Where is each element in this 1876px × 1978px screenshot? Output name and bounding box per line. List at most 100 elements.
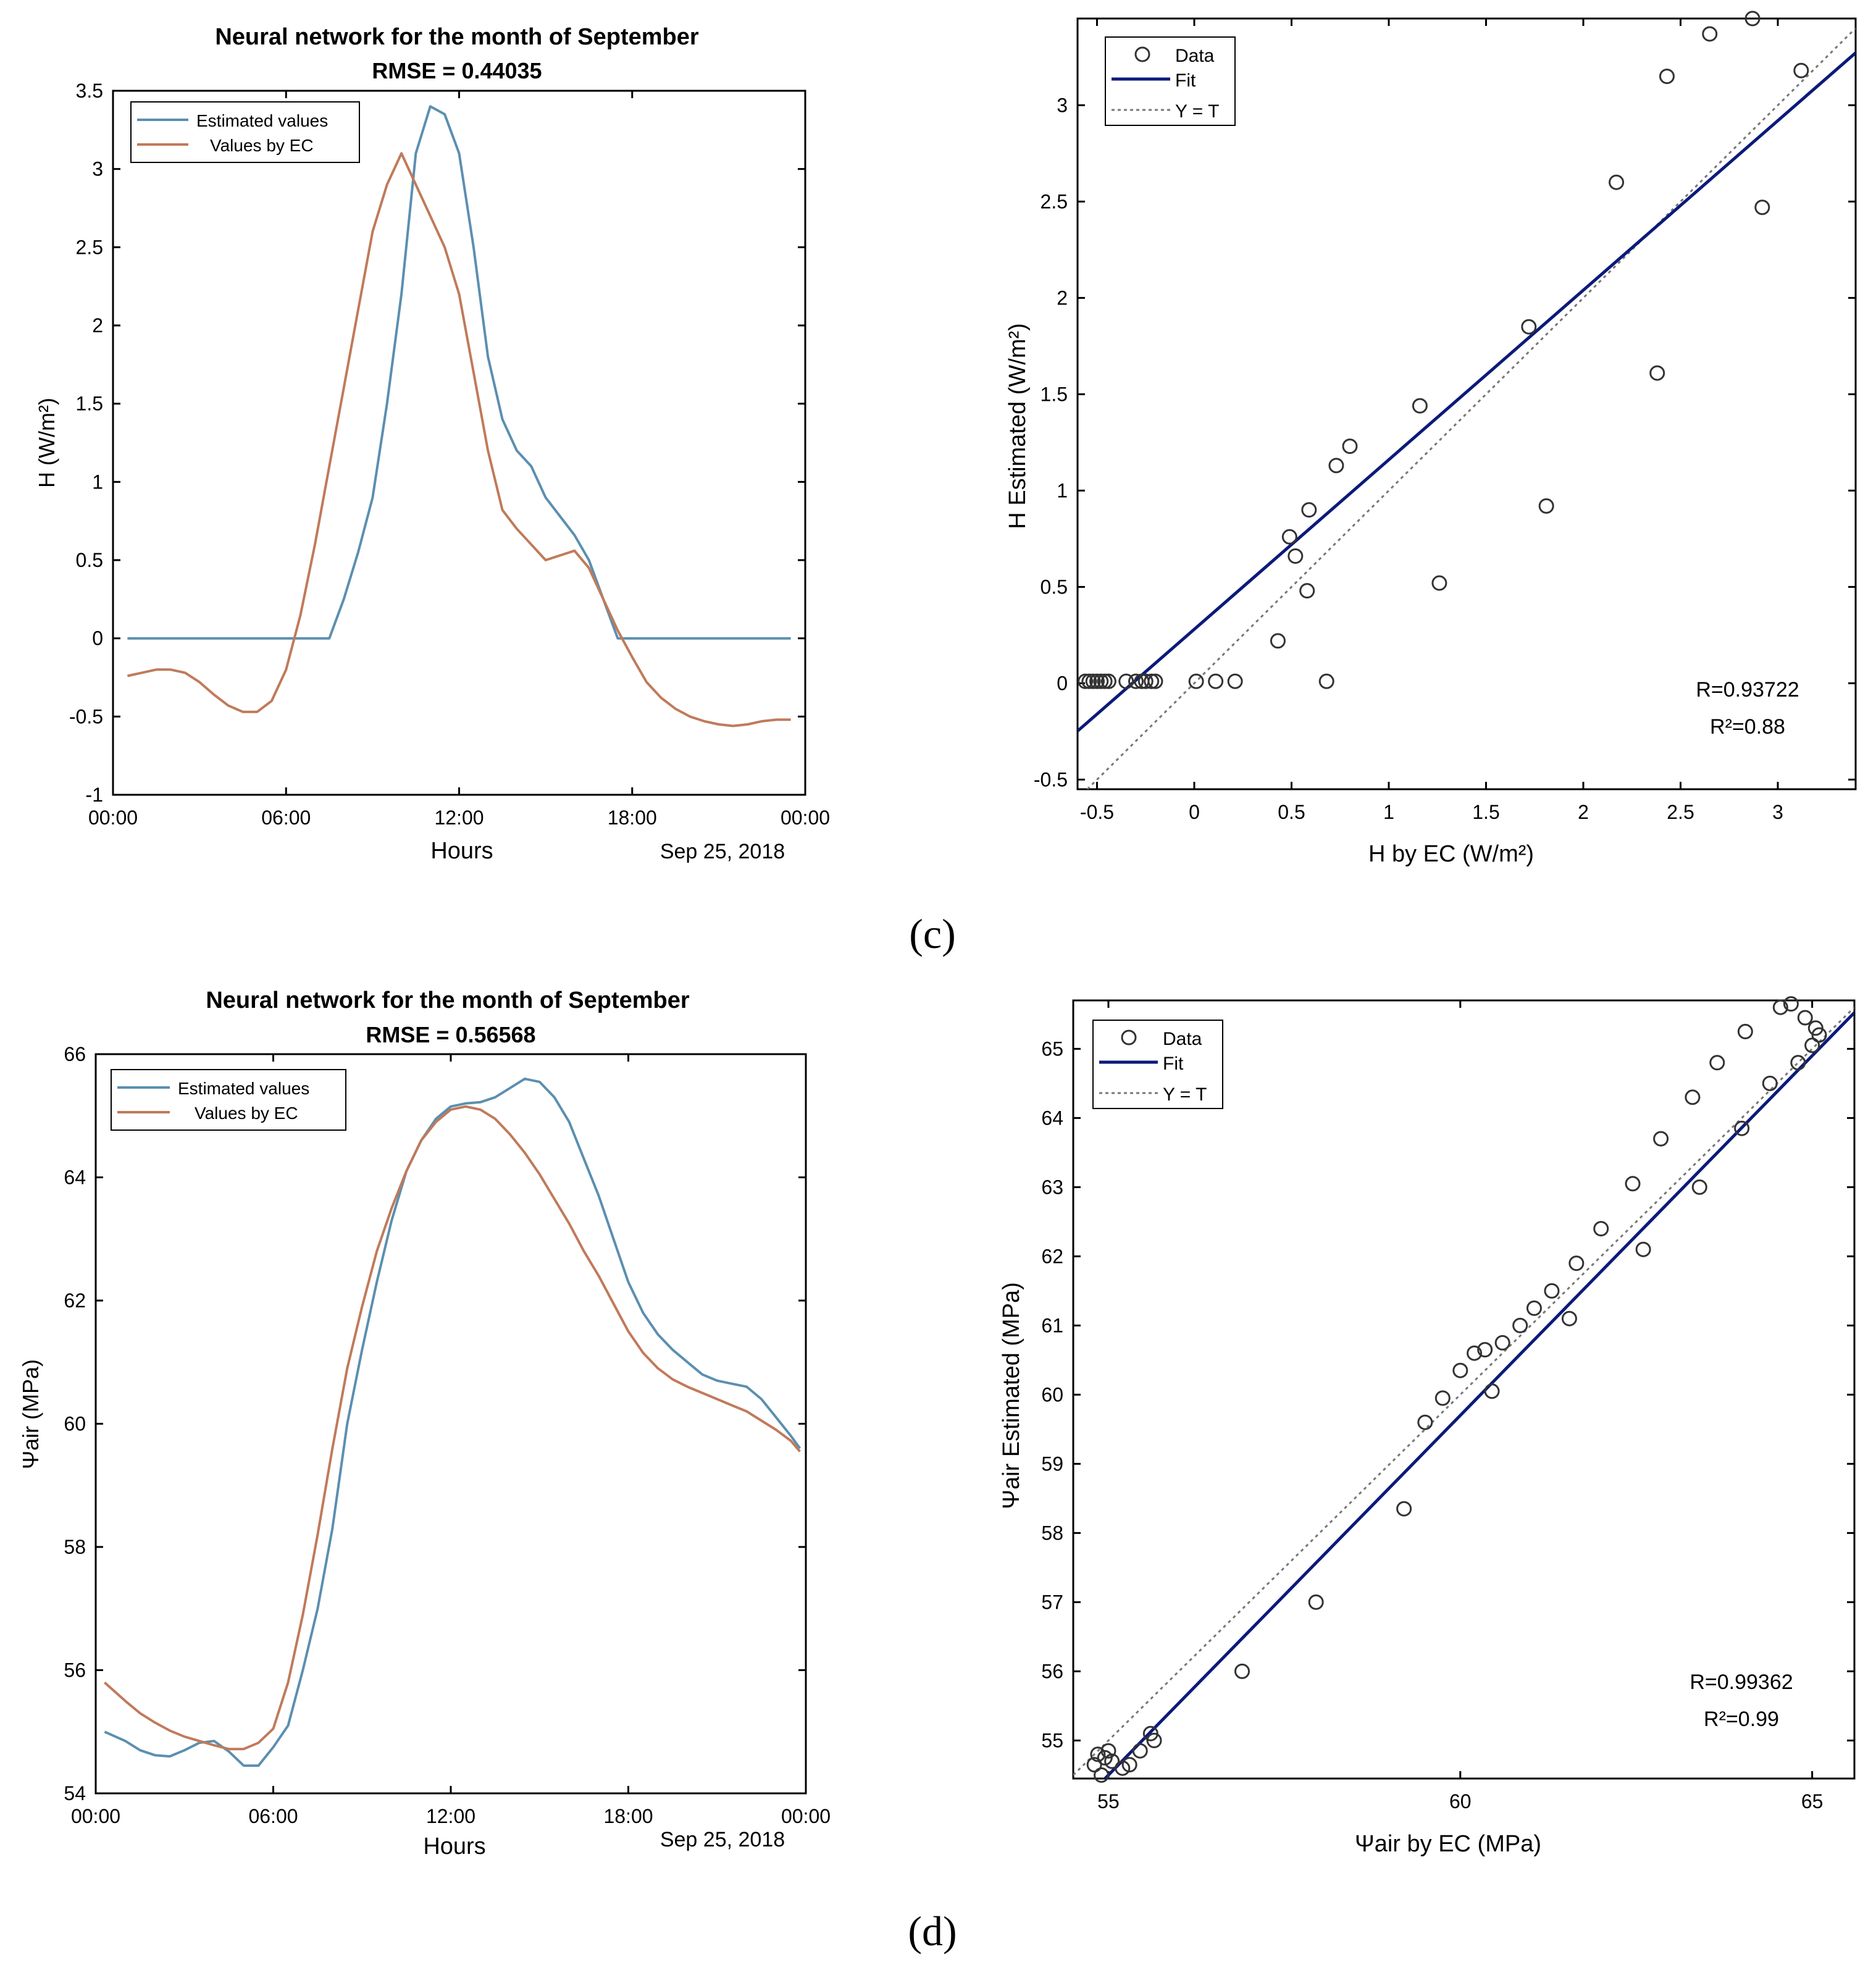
data-point (1685, 1089, 1701, 1105)
data-points (1078, 10, 1809, 689)
data-point (1691, 1179, 1707, 1195)
data-point (1094, 1767, 1110, 1783)
legend: Data Fit Y = T (1092, 1020, 1223, 1109)
y-tick-label: 3.5 (76, 80, 103, 102)
data-point (1128, 673, 1144, 689)
y-tick-label: 61 (1041, 1314, 1063, 1336)
series-estimated-line (127, 105, 791, 640)
data-point (1115, 1760, 1131, 1776)
legend-data-marker (1134, 46, 1150, 62)
x-tick-label: -0.5 (1080, 801, 1114, 823)
series-lines (104, 1077, 802, 1767)
y-tick-label: 1 (1057, 479, 1068, 501)
data-point (1144, 673, 1160, 689)
data-point (1783, 996, 1799, 1012)
data-point (1132, 1743, 1148, 1759)
data-point (1568, 1255, 1585, 1272)
y-equals-t-line (1073, 1007, 1854, 1776)
x-axis-label: Hours (423, 1833, 485, 1859)
legend-yt-label: Y = T (1175, 101, 1219, 122)
legend: Estimated values Values by EC (111, 1069, 346, 1131)
data-point (1494, 1335, 1510, 1351)
chart-d-timeseries: Neural network for the month of Septembe… (18, 987, 831, 1859)
y-tick-label: 54 (64, 1782, 86, 1804)
chart-c-scatter: -0.5 0 0.5 1 1.5 2 2.5 3 -0.5 0 0.5 1 1.5 2 2.5 3 Data… (1005, 10, 1857, 867)
data-point (1521, 319, 1537, 335)
y-tick-label: 57 (1041, 1591, 1063, 1613)
data-point (1104, 1753, 1120, 1769)
data-point (1089, 673, 1105, 689)
data-point (1301, 502, 1317, 518)
x-tick-label: 1.5 (1472, 801, 1499, 823)
data-point (1146, 1732, 1162, 1748)
data-point (1811, 1027, 1827, 1043)
data-point (1734, 1120, 1750, 1136)
chart-title: Neural network for the month of Septembe… (206, 987, 690, 1013)
data-point (1288, 548, 1304, 564)
legend-estimated-label: Estimated values (178, 1079, 309, 1098)
x-axis-label: H by EC (W/m²) (1368, 841, 1534, 867)
fit-line (1078, 51, 1856, 732)
data-point (1137, 673, 1154, 689)
x-axis: -0.5 0 0.5 1 1.5 2 2.5 3 (1080, 19, 1783, 823)
y-axis-label: Ψair Estimated (MPa) (999, 1282, 1024, 1509)
rmse-label: RMSE = 0.56568 (366, 1022, 535, 1047)
data-point (1342, 438, 1358, 455)
x-tick-label: 0.5 (1278, 801, 1305, 823)
plot-frame (112, 90, 806, 796)
date-label: Sep 25, 2018 (660, 840, 785, 863)
data-point (1790, 1055, 1806, 1071)
legend-data-label: Data (1163, 1029, 1202, 1049)
series-ec-line (127, 152, 791, 727)
r-annotation: R=0.93722 (1696, 678, 1799, 702)
data-point (1100, 673, 1116, 689)
series-lines (127, 105, 791, 727)
data-point (1097, 673, 1113, 689)
data-point (1659, 69, 1675, 85)
y-axis-label: Ψair (MPa) (18, 1359, 43, 1469)
data-point (1078, 673, 1094, 689)
x-axis-label: Ψair by EC (MPa) (1355, 1831, 1541, 1857)
y-tick-label: 56 (64, 1659, 86, 1682)
data-point (1804, 1037, 1820, 1054)
series-ec-line (104, 1105, 801, 1751)
y-tick-label: 0.5 (76, 549, 103, 571)
data-point (1318, 673, 1334, 689)
data-point (1477, 1342, 1493, 1358)
y-tick-label: 1.5 (76, 393, 103, 415)
x-tick-label: 2.5 (1667, 801, 1694, 823)
x-tick-label: 12:00 (426, 1805, 475, 1827)
x-tick-label: 55 (1097, 1790, 1120, 1812)
x-tick-label: 3 (1772, 801, 1783, 823)
y-axis-label: H (W/m²) (34, 398, 59, 488)
legend-box (111, 1069, 346, 1131)
plot-frame (94, 1053, 807, 1795)
chart-c-timeseries: Neural network for the month of Septembe… (34, 24, 830, 864)
data-point (1702, 26, 1718, 42)
chart-title: Neural network for the month of Septembe… (215, 24, 699, 50)
data-point (1609, 174, 1625, 190)
legend-estimated-label: Estimated values (196, 111, 328, 130)
data-point (1434, 1390, 1451, 1406)
y-tick-label: 55 (1041, 1729, 1063, 1751)
x-tick-label: 18:00 (608, 807, 657, 829)
legend-data-marker (1121, 1029, 1137, 1046)
y-tick-label: -0.5 (1034, 768, 1068, 790)
r2-annotation: R²=0.99 (1704, 1708, 1779, 1731)
date-label: Sep 25, 2018 (660, 1828, 785, 1851)
fit-lines (1073, 1007, 1854, 1779)
series-estimated-line (104, 1077, 802, 1767)
y-tick-label: 60 (1041, 1383, 1063, 1406)
legend-data-label: Data (1175, 46, 1215, 66)
x-axis: 00:00 06:00 12:00 18:00 00:00 (88, 91, 830, 829)
data-point (1093, 673, 1109, 689)
data-point (1744, 10, 1761, 27)
data-point (1635, 1241, 1651, 1257)
data-point (1762, 1075, 1778, 1091)
x-tick-label: 00:00 (781, 807, 830, 829)
y-axis: -1 -0.5 0 0.5 1 1.5 2 2.5 3 3.5 (69, 80, 805, 806)
legend-fit-label: Fit (1163, 1054, 1184, 1074)
data-point (1467, 1345, 1483, 1361)
y-tick-label: 2 (92, 314, 103, 337)
